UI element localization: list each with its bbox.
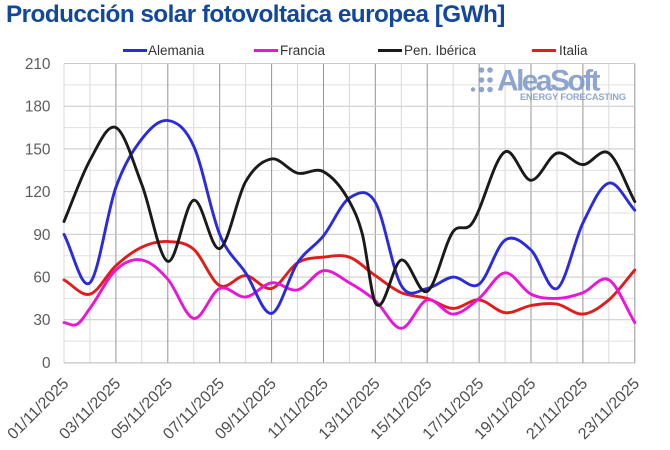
svg-text:ENERGY FORECASTING: ENERGY FORECASTING [520, 92, 626, 102]
svg-text:120: 120 [25, 184, 51, 201]
svg-text:60: 60 [33, 270, 50, 287]
svg-text:180: 180 [25, 99, 51, 116]
svg-text:150: 150 [25, 141, 51, 158]
svg-text:30: 30 [33, 312, 50, 329]
svg-text:AleaSoft: AleaSoft [497, 65, 600, 98]
svg-text:210: 210 [25, 56, 51, 73]
svg-text:0: 0 [42, 355, 51, 372]
svg-text:90: 90 [33, 227, 50, 244]
